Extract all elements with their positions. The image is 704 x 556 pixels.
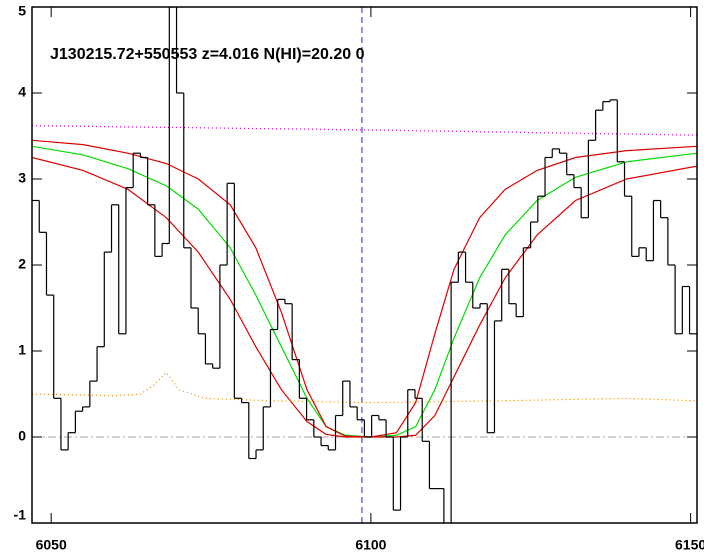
plot-area bbox=[32, 7, 697, 523]
chart-title: J130215.72+550553 z=4.016 N(HI)=20.20 0 bbox=[50, 46, 365, 63]
x-tick-label: 6050 bbox=[36, 537, 67, 553]
x-tick-label: 6100 bbox=[355, 537, 386, 553]
model-line bbox=[32, 125, 697, 136]
model-line bbox=[32, 156, 697, 438]
model-line bbox=[32, 371, 697, 404]
y-tick-label: 3 bbox=[18, 170, 26, 186]
y-tick-label: 4 bbox=[18, 84, 26, 100]
y-tick-label: -1 bbox=[14, 507, 27, 523]
y-tick-label: 0 bbox=[18, 428, 26, 444]
y-tick-label: 2 bbox=[18, 256, 26, 272]
x-tick-label: 6150 bbox=[675, 537, 704, 553]
y-tick-label: 1 bbox=[18, 342, 26, 358]
y-tick-label: 5 bbox=[18, 3, 26, 19]
